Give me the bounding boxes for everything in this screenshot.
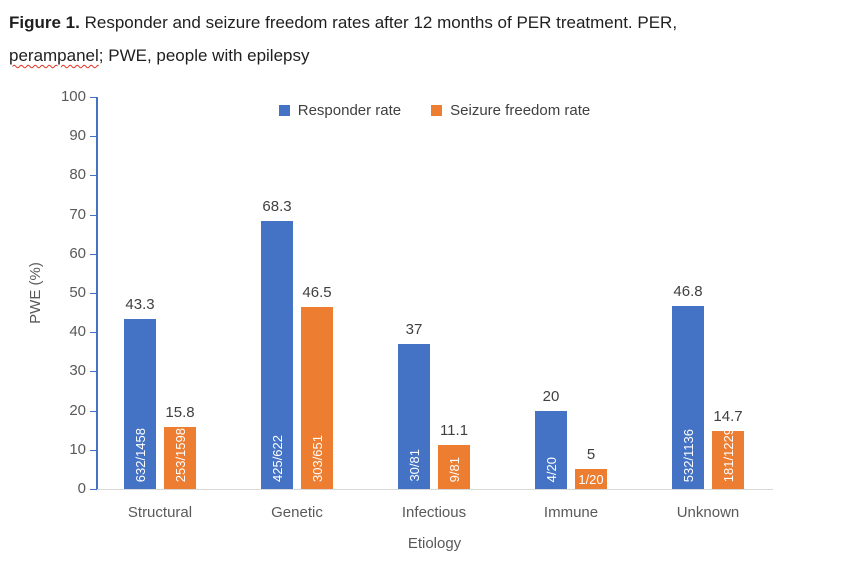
- bar-fraction-label-seizure-freedom-rate-genetic: 303/651: [301, 307, 333, 489]
- y-axis-tick-label: 60: [69, 244, 86, 262]
- fraction-text: 253/1598: [172, 427, 188, 482]
- bar-fraction-label-seizure-freedom-rate-infectious: 9/81: [438, 445, 470, 489]
- fraction-text: 9/81: [446, 456, 462, 482]
- bar-seizure-freedom-rate-structural: [164, 427, 196, 489]
- fraction-text: 532/1136: [680, 428, 696, 482]
- fraction-text: 30/81: [406, 449, 422, 482]
- y-axis-tick: [90, 489, 97, 490]
- legend-swatch-responder-rate: [278, 105, 290, 116]
- bar-responder-rate-infectious: [398, 343, 430, 489]
- y-axis-tick: [90, 449, 97, 451]
- value-label-responder-rate-genetic: 68.3: [262, 198, 292, 216]
- bar-fraction-label-seizure-freedom-rate-unknown: 181/1229: [712, 431, 744, 489]
- bar-fraction-label-responder-rate-infectious: 30/81: [398, 344, 430, 489]
- y-axis-tick: [90, 410, 97, 412]
- y-axis-tick: [90, 175, 97, 177]
- y-axis-tick-label: 90: [69, 127, 86, 145]
- caption-line-1: Figure 1. Responder and seizure freedom …: [9, 6, 809, 39]
- value-label-responder-rate-structural: 43.3: [125, 296, 155, 314]
- x-category-label-infectious: Infectious: [401, 504, 467, 521]
- y-axis-tick: [90, 371, 97, 373]
- chart-legend: Responder rate Seizure freedom rate: [96, 103, 773, 118]
- caption-misspelled-word: perampanel: [9, 46, 99, 65]
- bar-seizure-freedom-rate-unknown: [712, 431, 744, 489]
- y-axis-tick: [90, 97, 97, 98]
- fraction-text: 303/651: [309, 434, 325, 482]
- figure-caption: Figure 1. Responder and seizure freedom …: [9, 6, 809, 72]
- y-axis-tick-label: 70: [69, 205, 86, 223]
- y-axis-tick-label: 30: [69, 362, 86, 380]
- bar-fraction-label-seizure-freedom-rate-structural: 253/1598: [164, 427, 196, 489]
- bar-fraction-label-seizure-freedom-rate-immune: 1/20: [575, 469, 607, 489]
- legend-swatch-seizure-freedom-rate: [431, 105, 443, 116]
- legend-item-responder-rate: Responder rate: [278, 102, 402, 119]
- y-axis-tick-label: 100: [60, 88, 86, 105]
- y-axis-tick-label: 40: [69, 323, 86, 341]
- bar-responder-rate-genetic: [261, 221, 293, 489]
- bar-responder-rate-unknown: [672, 305, 704, 489]
- bar-fraction-label-responder-rate-genetic: 425/622: [261, 221, 293, 489]
- fraction-text: 632/1458: [132, 427, 148, 482]
- fraction-text: 1/20: [578, 471, 604, 487]
- value-label-seizure-freedom-rate-infectious: 11.1: [439, 422, 469, 440]
- x-category-label-unknown: Unknown: [676, 504, 740, 521]
- x-category-label-structural: Structural: [127, 504, 193, 521]
- fraction-text: 425/622: [269, 434, 285, 482]
- y-axis-tick: [90, 136, 97, 138]
- y-axis-tick: [90, 332, 97, 334]
- caption-text-line2: ; PWE, people with epilepsy: [98, 46, 310, 65]
- x-axis-line: [96, 489, 773, 490]
- bar-fraction-label-responder-rate-unknown: 532/1136: [672, 306, 704, 489]
- bar-seizure-freedom-rate-immune: [575, 469, 607, 489]
- x-axis-title: Etiology: [407, 535, 462, 552]
- value-label-seizure-freedom-rate-genetic: 46.5: [302, 283, 332, 301]
- value-label-seizure-freedom-rate-unknown: 14.7: [713, 408, 743, 426]
- bar-seizure-freedom-rate-genetic: [301, 306, 333, 489]
- legend-label: Responder rate: [297, 102, 402, 119]
- legend-item-seizure-freedom-rate: Seizure freedom rate: [431, 103, 590, 118]
- y-axis-tick: [90, 253, 97, 255]
- value-label-seizure-freedom-rate-immune: 5: [586, 446, 596, 464]
- fraction-text: 181/1229: [720, 431, 736, 482]
- y-axis-tick-label: 10: [69, 440, 86, 458]
- value-label-responder-rate-infectious: 37: [405, 320, 423, 338]
- y-axis-tick: [90, 293, 97, 294]
- value-label-responder-rate-immune: 20: [542, 387, 560, 405]
- caption-text-line1: Responder and seizure freedom rates afte…: [84, 13, 678, 32]
- y-axis-tick-label: 0: [77, 480, 86, 497]
- y-axis-tick-label: 20: [69, 401, 86, 419]
- y-axis-tick-label: 80: [69, 166, 86, 184]
- x-category-label-genetic: Genetic: [271, 504, 323, 521]
- bar-responder-rate-structural: [124, 319, 156, 489]
- x-category-label-immune: Immune: [543, 504, 599, 521]
- legend-label: Seizure freedom rate: [450, 102, 591, 119]
- value-label-seizure-freedom-rate-structural: 15.8: [165, 404, 195, 422]
- y-axis-line: [96, 97, 98, 490]
- y-axis-tick: [90, 214, 97, 216]
- bar-seizure-freedom-rate-infectious: [438, 445, 470, 489]
- bar-responder-rate-immune: [535, 410, 567, 489]
- value-label-responder-rate-unknown: 46.8: [673, 282, 703, 300]
- figure-label: Figure 1.: [9, 13, 80, 32]
- caption-line-2: perampanel; PWE, people with epilepsy: [9, 39, 809, 72]
- y-axis-tick-label: 50: [69, 284, 86, 301]
